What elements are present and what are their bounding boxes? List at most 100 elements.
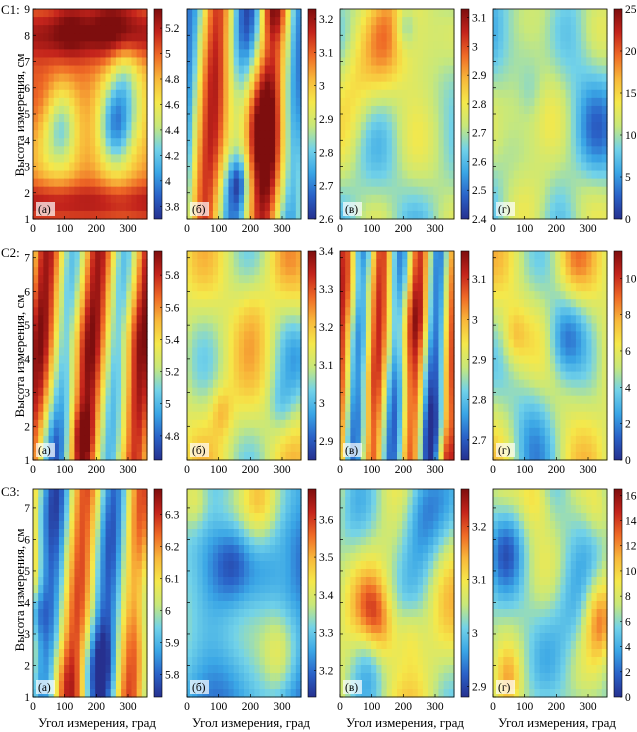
heatmap-cell: [508, 267, 515, 276]
heatmap-cell: [33, 210, 39, 220]
heatmap-cell: [48, 41, 55, 50]
heatmap-cell: [433, 259, 440, 268]
heatmap-cell: [207, 146, 214, 155]
heatmap-cell: [238, 194, 245, 204]
heatmap-cell: [539, 419, 546, 429]
heatmap-cell: [43, 25, 50, 34]
heatmap-cell: [493, 411, 499, 421]
heatmap-cell: [295, 130, 302, 139]
heatmap-cell: [58, 138, 65, 147]
heatmap-cell: [591, 194, 598, 204]
heatmap-cell: [223, 130, 230, 139]
heatmap-cell: [365, 186, 372, 196]
heatmap-cell: [74, 529, 81, 538]
heatmap-cell: [233, 57, 240, 67]
heatmap-cell: [513, 17, 520, 26]
heatmap-cell: [534, 202, 541, 212]
heatmap-cell: [360, 379, 367, 389]
heatmap-cell: [228, 130, 235, 139]
heatmap-cell: [555, 57, 561, 67]
heatmap-cell: [115, 443, 122, 453]
heatmap-cell: [202, 25, 209, 34]
heatmap-cell: [207, 363, 214, 373]
heatmap-cell: [233, 17, 240, 26]
heatmap-cell: [207, 162, 214, 172]
heatmap-cell: [269, 33, 276, 42]
heatmap-cell: [121, 275, 127, 284]
heatmap-cell: [228, 65, 235, 75]
heatmap-cell: [74, 138, 81, 147]
heatmap-cell: [53, 105, 60, 115]
heatmap-cell: [524, 347, 530, 357]
heatmap-cell: [503, 267, 510, 276]
heatmap-cell: [407, 427, 414, 437]
heatmap-cell: [244, 251, 250, 260]
heatmap-cell: [340, 259, 346, 268]
heatmap-cell: [596, 347, 603, 357]
heatmap-cell: [115, 202, 122, 212]
heatmap-cell: [524, 122, 530, 131]
heatmap-cell: [575, 339, 582, 349]
heatmap-cell: [581, 251, 587, 260]
panel-label: (б): [192, 445, 206, 457]
heatmap-cell: [412, 403, 419, 413]
heatmap-cell: [192, 162, 198, 172]
heatmap-cell: [197, 371, 204, 381]
colorbar-tick-label: 4: [625, 382, 631, 394]
heatmap-cell: [187, 315, 193, 324]
heatmap-cell: [560, 138, 567, 147]
heatmap-cell: [371, 347, 377, 357]
heatmap-cell: [550, 122, 556, 131]
heatmap-cell: [43, 57, 50, 67]
heatmap-cell: [105, 299, 112, 308]
heatmap-cell: [534, 65, 541, 75]
heatmap-cell: [254, 331, 261, 341]
heatmap-cell: [53, 97, 60, 107]
heatmap-cell: [596, 307, 603, 316]
heatmap-cell: [513, 41, 520, 50]
heatmap-cell: [197, 33, 204, 42]
heatmap-cell: [340, 435, 346, 445]
heatmap-cell: [131, 57, 138, 67]
heatmap-cell: [513, 395, 520, 405]
heatmap-cell: [53, 49, 60, 59]
heatmap-cell: [64, 65, 70, 75]
heatmap-cell: [596, 138, 603, 147]
heatmap-cell: [386, 307, 393, 316]
heatmap-cell: [64, 489, 70, 498]
heatmap-cell: [529, 138, 536, 147]
heatmap-cell: [407, 379, 414, 389]
heatmap-cell: [280, 146, 287, 155]
heatmap-cell: [544, 114, 551, 123]
heatmap-cell: [58, 178, 65, 188]
heatmap-cell: [110, 411, 117, 421]
heatmap-cell: [121, 451, 127, 461]
heatmap-cell: [581, 186, 587, 196]
heatmap-cell: [428, 105, 434, 115]
heatmap-cell: [570, 283, 577, 292]
heatmap-cell: [238, 307, 245, 316]
heatmap-cell: [275, 9, 281, 18]
heatmap-cell: [591, 283, 598, 292]
heatmap-cell: [376, 403, 383, 413]
heatmap-cell: [560, 130, 567, 139]
heatmap-cell: [79, 41, 86, 50]
heatmap-cell: [550, 387, 556, 397]
colorbar-tick-label: 2.9: [472, 355, 487, 367]
heatmap-cell: [586, 379, 593, 389]
heatmap-cell: [79, 17, 86, 26]
heatmap-cell: [417, 49, 424, 59]
heatmap-cell: [350, 315, 357, 324]
heatmap-cell: [365, 267, 372, 276]
heatmap-cell: [280, 49, 287, 59]
heatmap-cell: [264, 210, 271, 220]
heatmap-cell: [84, 73, 91, 83]
heatmap-cell: [141, 146, 148, 155]
heatmap-cell: [498, 186, 504, 196]
heatmap-cell: [596, 33, 603, 42]
y-tick-label: 8: [24, 30, 30, 42]
heatmap-cell: [601, 9, 608, 18]
heatmap-cell: [244, 283, 250, 292]
heatmap-cell: [508, 251, 515, 260]
heatmap-cell: [290, 170, 297, 180]
